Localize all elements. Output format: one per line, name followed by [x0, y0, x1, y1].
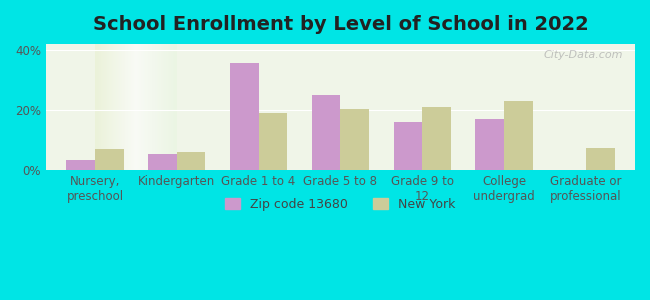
Bar [586, 148, 614, 170]
Bar [95, 149, 124, 170]
Title: School Enrollment by Level of School in 2022: School Enrollment by Level of School in … [92, 15, 588, 34]
Bar [148, 154, 177, 170]
Legend: Zip code 13680, New York: Zip code 13680, New York [219, 191, 462, 217]
Bar [230, 63, 259, 170]
Text: City-Data.com: City-Data.com [543, 50, 623, 60]
Bar [177, 152, 205, 170]
Bar [475, 119, 504, 170]
Bar [312, 95, 341, 170]
Bar [66, 160, 95, 170]
Bar [504, 101, 533, 170]
Bar [341, 109, 369, 170]
Bar [422, 107, 451, 170]
Bar [394, 122, 422, 170]
Bar [259, 113, 287, 170]
